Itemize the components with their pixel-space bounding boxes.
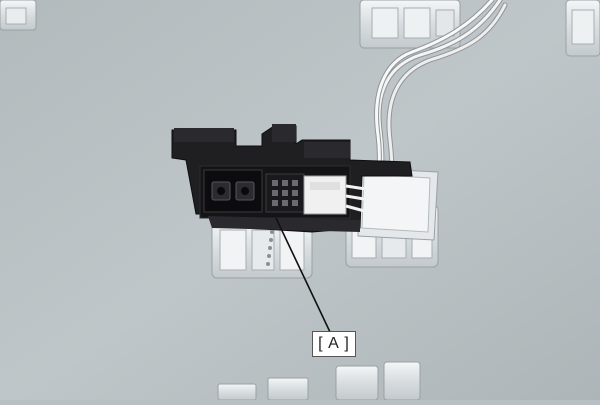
sensor-connector xyxy=(265,173,305,213)
clear-housing xyxy=(357,167,439,241)
clear-clip-bottom-right xyxy=(335,361,421,401)
clear-clip-lower-left xyxy=(211,221,313,279)
cable-tie xyxy=(266,230,274,266)
clear-clip-top-right xyxy=(565,0,600,57)
clear-clip-bottom-left xyxy=(217,377,309,401)
clear-clip-top-center xyxy=(359,0,461,49)
clear-clip-top-left xyxy=(0,0,37,31)
optical-sensor xyxy=(203,169,263,213)
white-plug xyxy=(303,175,373,215)
callout-leader-line xyxy=(275,217,331,333)
callout-label: [ A ] xyxy=(312,331,356,357)
